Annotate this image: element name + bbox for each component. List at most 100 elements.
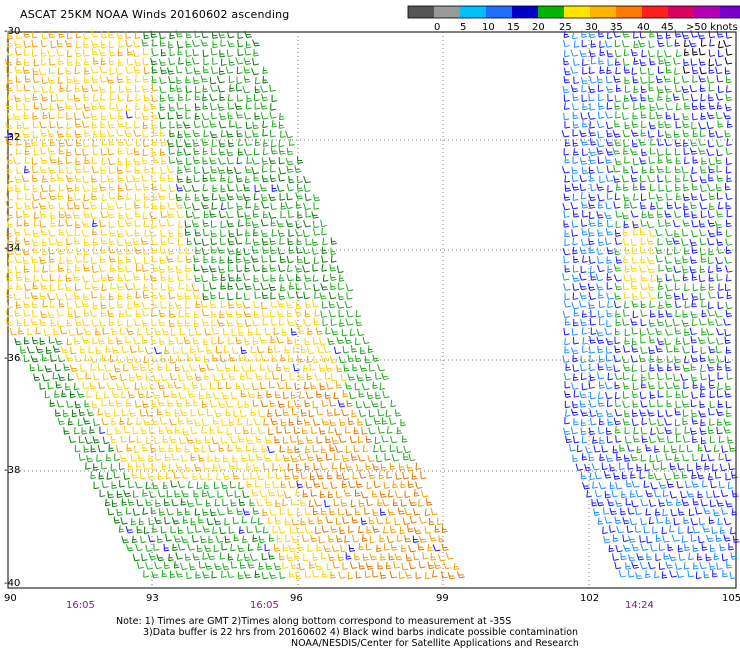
- wind-barb: [244, 48, 252, 56]
- wind-barb: [84, 75, 90, 84]
- wind-barb: [192, 129, 201, 138]
- colorbar-swatch: [486, 6, 512, 18]
- wind-barb: [228, 75, 235, 84]
- lon-label: 96: [290, 593, 303, 604]
- wind-barb: [65, 102, 72, 110]
- wind-barb: [151, 121, 158, 129]
- wind-barb: [39, 121, 47, 129]
- wind-barb: [81, 120, 90, 129]
- wind-barb: [48, 30, 55, 39]
- wind-barb: [280, 130, 286, 138]
- lat-label: -34: [4, 243, 21, 254]
- wind-barb: [134, 31, 141, 40]
- wind-barb: [151, 76, 158, 84]
- wind-barb: [109, 111, 116, 120]
- wind-barb: [285, 130, 293, 139]
- wind-barb: [237, 39, 244, 48]
- wind-barb: [194, 103, 201, 111]
- colorbar-label-10: 10: [482, 22, 495, 33]
- wind-barb: [107, 129, 115, 137]
- wind-barb: [23, 84, 31, 92]
- wind-barb: [116, 129, 124, 137]
- wind-barb: [220, 39, 226, 47]
- wind-barb: [91, 121, 98, 129]
- wind-barb: [201, 112, 210, 121]
- wind-barb: [47, 76, 55, 85]
- wind-barb: [74, 84, 81, 93]
- wind-barb: [90, 84, 99, 92]
- lon-label: 99: [436, 593, 449, 604]
- wind-barb: [100, 57, 107, 66]
- wind-barb: [135, 93, 142, 101]
- wind-barb: [269, 111, 277, 119]
- wind-barb: [49, 58, 56, 66]
- wind-barb: [5, 66, 13, 74]
- wind-barb: [32, 85, 40, 93]
- wind-barb: [32, 130, 39, 139]
- wind-barb: [83, 103, 91, 112]
- wind-barb: [185, 111, 191, 120]
- wind-barb: [183, 130, 192, 138]
- wind-barb: [271, 94, 278, 103]
- wind-barb: [58, 30, 65, 38]
- wind-barb: [75, 40, 82, 49]
- wind-barb: [168, 103, 176, 112]
- wind-barb: [134, 84, 141, 93]
- wind-barb: [117, 93, 124, 102]
- wind-barb: [118, 40, 125, 48]
- wind-barb: [15, 75, 22, 84]
- wind-barb: [75, 58, 82, 67]
- wind-barb: [91, 75, 99, 84]
- wind-barb: [32, 112, 38, 120]
- wind-barb: [16, 57, 22, 66]
- wind-barb: [50, 94, 57, 102]
- wind-barb: [67, 31, 73, 40]
- wind-barb: [66, 84, 72, 93]
- colorbar-swatch: [642, 6, 668, 18]
- wind-barb: [83, 93, 90, 102]
- wind-barb: [236, 66, 243, 75]
- wind-barb: [169, 31, 176, 40]
- pass-time: 14:24: [625, 600, 654, 611]
- wind-barb: [91, 102, 98, 111]
- wind-barb: [56, 121, 64, 129]
- wind-barb: [252, 58, 259, 66]
- wind-barb: [56, 49, 64, 57]
- wind-barb: [115, 67, 123, 75]
- wind-barb: [159, 76, 167, 85]
- wind-barb: [185, 85, 192, 93]
- wind-barb: [75, 30, 82, 39]
- lon-label: 90: [4, 593, 17, 604]
- wind-barb: [49, 103, 56, 111]
- wind-barb: [14, 48, 22, 56]
- wind-barb: [235, 121, 242, 129]
- wind-barb: [7, 93, 14, 101]
- wind-barb: [67, 93, 73, 101]
- wind-barb: [23, 103, 30, 111]
- wind-barb: [23, 111, 30, 120]
- wind-barb: [98, 102, 107, 110]
- wind-barb: [169, 84, 176, 92]
- wind-barb: [260, 102, 268, 110]
- wind-barb: [41, 76, 49, 85]
- wind-barbs: [4, 30, 740, 580]
- wind-barb: [160, 48, 167, 57]
- wind-barb: [6, 39, 13, 47]
- wind-barb: [226, 130, 234, 138]
- wind-barb: [202, 49, 209, 58]
- wind-barb: [245, 121, 253, 130]
- wind-barb: [32, 49, 38, 57]
- wind-barb: [142, 58, 149, 66]
- wind-barb: [176, 84, 183, 93]
- wind-barb: [236, 84, 242, 92]
- wind-barb: [237, 94, 243, 102]
- wind-barb: [176, 102, 184, 110]
- wind-barb: [159, 39, 166, 47]
- wind-barb: [57, 67, 64, 75]
- wind-barb: [58, 111, 64, 119]
- wind-barb: [201, 120, 209, 128]
- wind-barb: [73, 77, 81, 85]
- wind-barb: [108, 57, 115, 66]
- wind-barb: [243, 75, 251, 83]
- wind-barb: [185, 58, 192, 67]
